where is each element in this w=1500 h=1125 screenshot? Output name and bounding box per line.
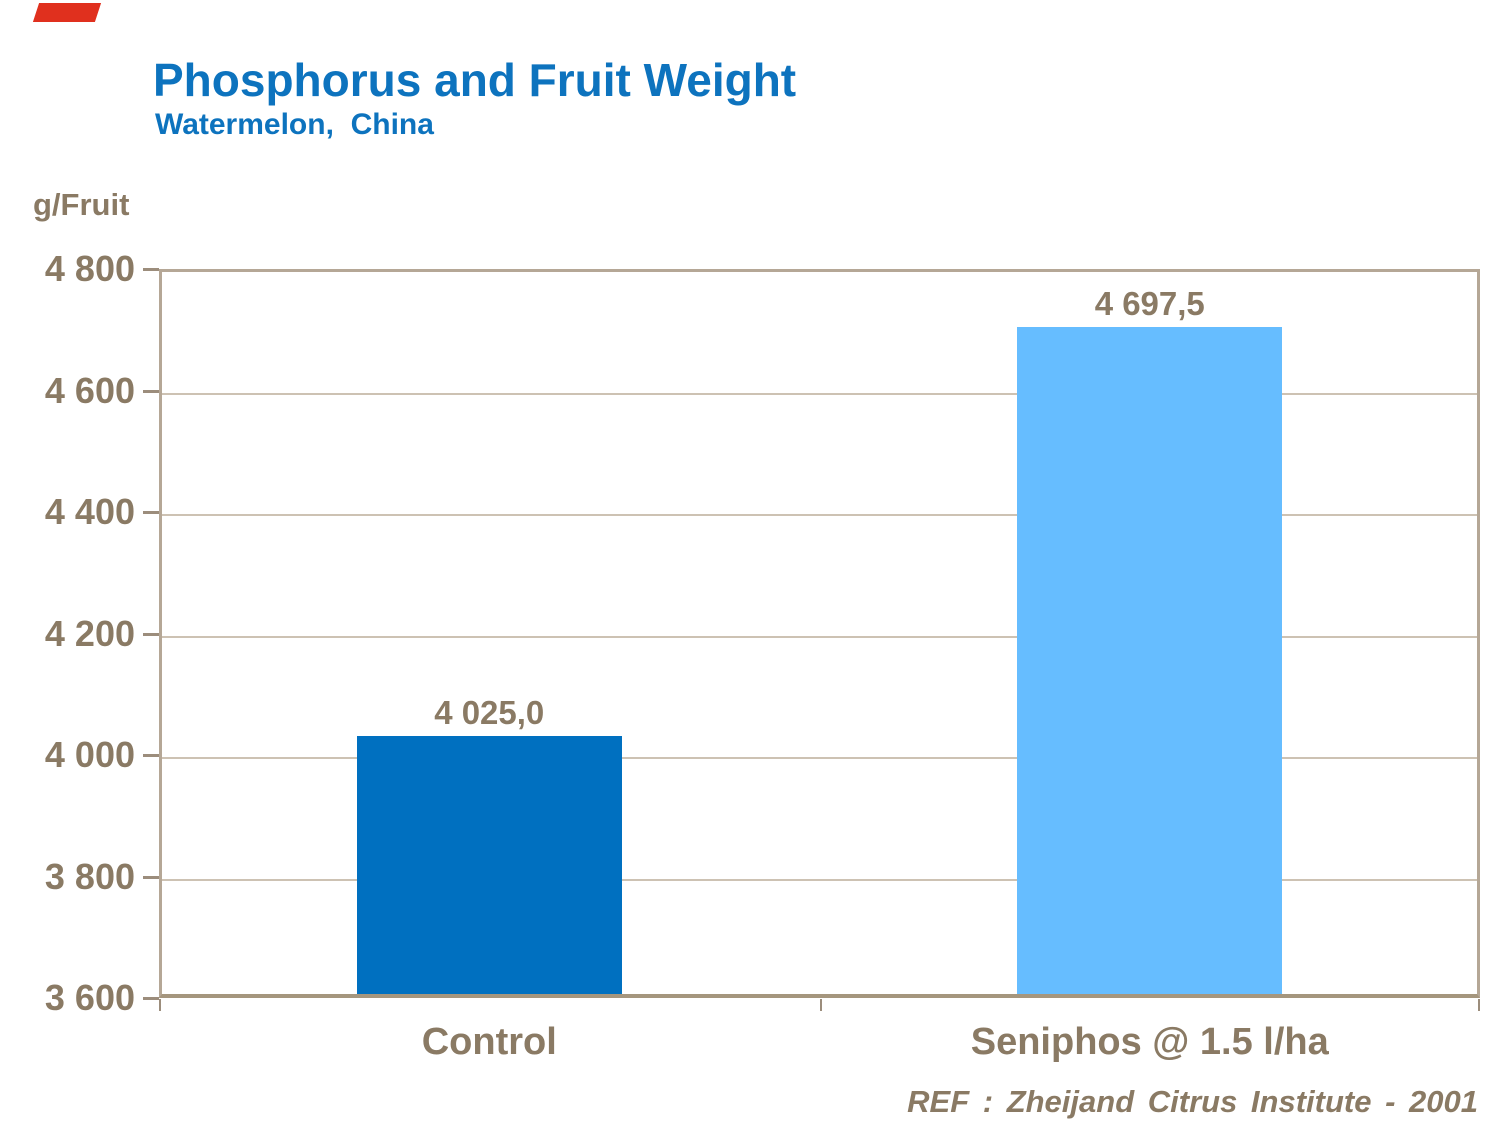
y-tick-mark xyxy=(143,754,159,757)
chart-subtitle: Watermelon, China xyxy=(155,108,434,141)
y-tick-label: 3 600 xyxy=(44,977,135,1018)
y-tick-label: 4 600 xyxy=(44,369,135,411)
y-tick-label: 4 000 xyxy=(44,734,135,775)
red-corner-ribbon-icon xyxy=(32,3,102,22)
y-tick-label: 4 400 xyxy=(44,491,135,532)
gridline xyxy=(162,514,1477,516)
y-tick-mark xyxy=(143,632,159,636)
plot-area xyxy=(159,269,1480,998)
reference-note: REF : Zheijand Citrus Institute - 2001 xyxy=(907,1084,1478,1119)
y-tick-label: 4 200 xyxy=(44,612,135,654)
x-tick-mark xyxy=(159,999,161,1011)
bar-value-label: 4 025,0 xyxy=(434,693,545,731)
y-tick-mark xyxy=(143,875,159,879)
x-category-label: Control xyxy=(421,1021,557,1063)
bar-value-label: 4 697,5 xyxy=(1094,285,1205,323)
bar xyxy=(1017,327,1283,994)
y-tick-mark xyxy=(143,389,159,393)
y-tick-label: 4 800 xyxy=(44,248,135,289)
x-category-label: Seniphos @ 1.5 l/ha xyxy=(970,1021,1329,1063)
x-tick-mark xyxy=(819,999,822,1011)
chart-title: Phosphorus and Fruit Weight xyxy=(153,54,797,106)
x-tick-mark xyxy=(1478,999,1480,1011)
y-tick-mark xyxy=(143,997,159,1000)
gridline xyxy=(162,392,1477,395)
gridline xyxy=(162,878,1477,881)
gridline xyxy=(162,757,1477,759)
gridline xyxy=(162,635,1477,638)
y-tick-label: 3 800 xyxy=(44,855,135,897)
bar xyxy=(356,736,622,994)
y-axis-unit-label: g/Fruit xyxy=(33,187,130,222)
y-tick-mark xyxy=(143,511,159,514)
y-tick-mark xyxy=(143,268,159,271)
